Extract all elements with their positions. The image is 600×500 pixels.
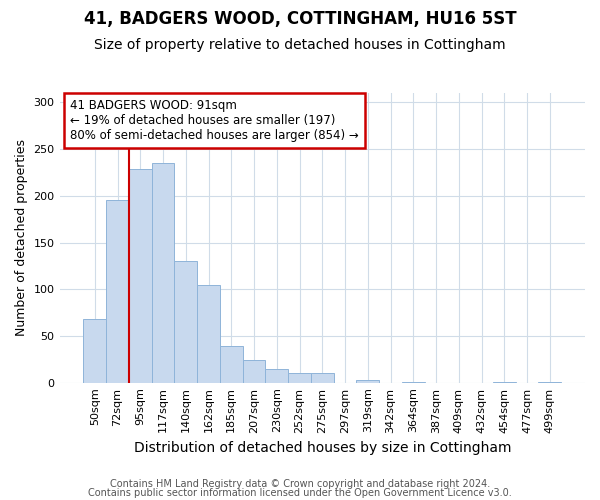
Bar	[175, 261, 197, 382]
Bar	[288, 374, 311, 382]
X-axis label: Distribution of detached houses by size in Cottingham: Distribution of detached houses by size …	[134, 441, 511, 455]
Text: 41 BADGERS WOOD: 91sqm
← 19% of detached houses are smaller (197)
80% of semi-de: 41 BADGERS WOOD: 91sqm ← 19% of detached…	[70, 99, 359, 142]
Text: Contains HM Land Registry data © Crown copyright and database right 2024.: Contains HM Land Registry data © Crown c…	[110, 479, 490, 489]
Text: 41, BADGERS WOOD, COTTINGHAM, HU16 5ST: 41, BADGERS WOOD, COTTINGHAM, HU16 5ST	[83, 10, 517, 28]
Bar	[152, 163, 175, 382]
Bar	[265, 368, 288, 382]
Bar	[83, 319, 106, 382]
Bar	[129, 168, 152, 382]
Bar	[106, 200, 129, 382]
Bar	[242, 360, 265, 382]
Text: Size of property relative to detached houses in Cottingham: Size of property relative to detached ho…	[94, 38, 506, 52]
Bar	[220, 346, 242, 383]
Bar	[197, 286, 220, 382]
Bar	[356, 380, 379, 382]
Bar	[311, 374, 334, 382]
Y-axis label: Number of detached properties: Number of detached properties	[15, 140, 28, 336]
Text: Contains public sector information licensed under the Open Government Licence v3: Contains public sector information licen…	[88, 488, 512, 498]
